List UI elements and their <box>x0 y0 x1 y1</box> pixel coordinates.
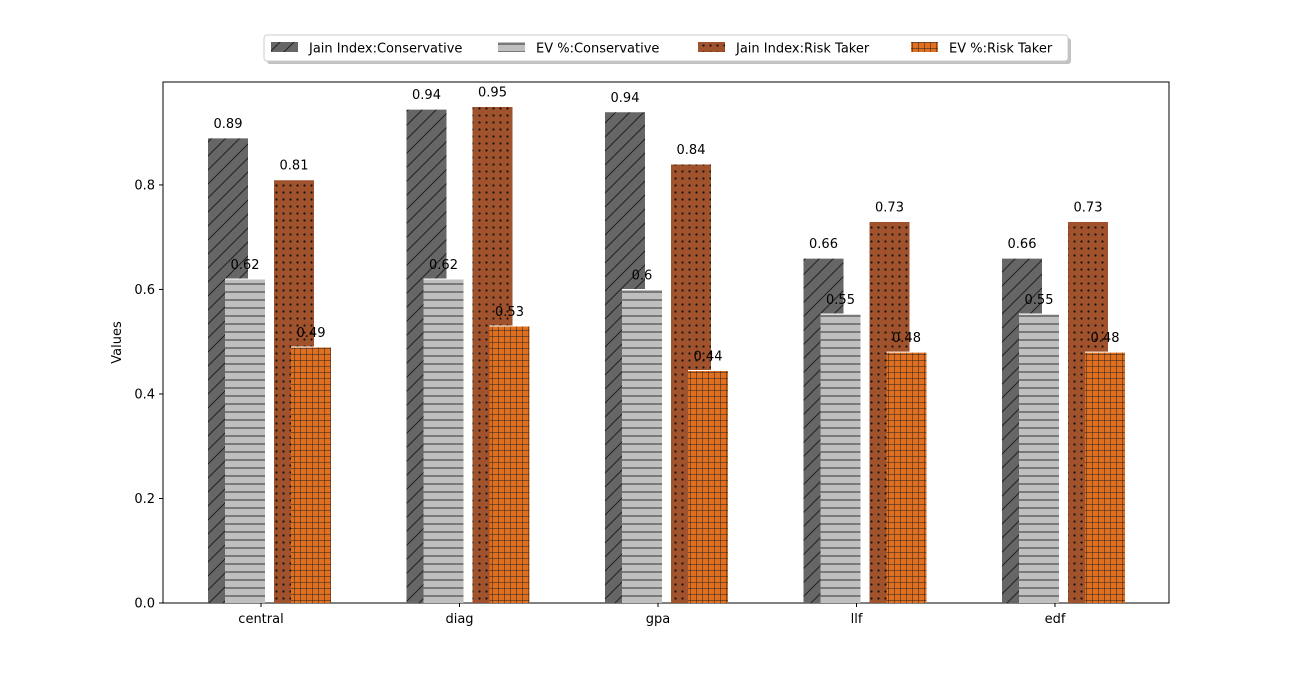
bar-diag-series-1 <box>423 279 464 603</box>
y-tick-label: 0.2 <box>134 492 155 507</box>
bars <box>208 106 1125 604</box>
bar-gpa-series-1 <box>622 289 662 603</box>
x-tick-label: diag <box>445 612 473 627</box>
legend-label: EV %:Conservative <box>536 42 659 57</box>
data-label: 0.94 <box>611 91 640 106</box>
data-labels: 0.89 0.94 0.94 0.66 0.66 0.62 0.62 0.6 0.55 0.55 0… <box>214 86 1120 365</box>
data-label: 0.53 <box>495 305 524 320</box>
legend-box <box>263 34 1069 62</box>
legend-label: Jain Index:Risk Taker <box>735 42 870 57</box>
bar-diag-series-3 <box>489 326 530 603</box>
y-tick-label: 0.8 <box>134 178 155 193</box>
data-label: 0.89 <box>214 117 243 132</box>
bar-llf-series-3 <box>886 352 927 603</box>
data-label: 0.62 <box>231 258 260 273</box>
bar-llf-series-1 <box>820 314 861 603</box>
bar-central-series-3 <box>291 346 331 603</box>
bar-central-series-1 <box>225 279 265 603</box>
data-label: 0.6 <box>632 268 653 283</box>
y-tick-label: 0.6 <box>134 283 155 298</box>
data-label: 0.66 <box>1008 237 1037 252</box>
x-tick-label: central <box>238 612 283 627</box>
data-label: 0.48 <box>1091 331 1120 346</box>
data-label: 0.94 <box>412 88 441 103</box>
data-label: 0.49 <box>297 326 326 341</box>
bar-edf-series-3 <box>1085 352 1125 603</box>
axes: 0.0 0.2 0.4 0.6 0.8 central diag gpa llf edf Value… <box>110 81 1170 627</box>
x-tick-label: llf <box>851 612 863 627</box>
bar-gpa-series-3 <box>688 370 728 603</box>
x-tick-label: edf <box>1045 612 1066 627</box>
y-tick-label: 0.4 <box>134 387 155 402</box>
data-label: 0.73 <box>875 201 904 216</box>
x-tick-label: gpa <box>646 612 670 627</box>
data-label: 0.55 <box>1025 293 1054 308</box>
data-label: 0.84 <box>677 143 706 158</box>
bar-edf-series-1 <box>1019 314 1059 603</box>
data-label: 0.95 <box>478 86 507 101</box>
data-label: 0.81 <box>280 159 309 174</box>
plot-frame <box>162 81 1170 604</box>
legend-label: EV %:Risk Taker <box>949 42 1053 57</box>
legend-swatch <box>911 42 938 52</box>
legend-swatch <box>498 42 525 52</box>
data-label: 0.62 <box>429 258 458 273</box>
legend: Jain Index:Conservative EV %:Conservative… <box>263 34 1071 64</box>
data-label: 0.73 <box>1074 201 1103 216</box>
legend-swatch <box>698 42 725 52</box>
y-tick-label: 0.0 <box>134 597 155 612</box>
y-axis-label: Values <box>110 321 125 364</box>
data-label: 0.44 <box>694 349 723 364</box>
legend-label: Jain Index:Conservative <box>308 42 462 57</box>
legend-swatch <box>271 42 298 52</box>
data-label: 0.48 <box>892 331 921 346</box>
data-label: 0.66 <box>809 237 838 252</box>
data-label: 0.55 <box>826 293 855 308</box>
